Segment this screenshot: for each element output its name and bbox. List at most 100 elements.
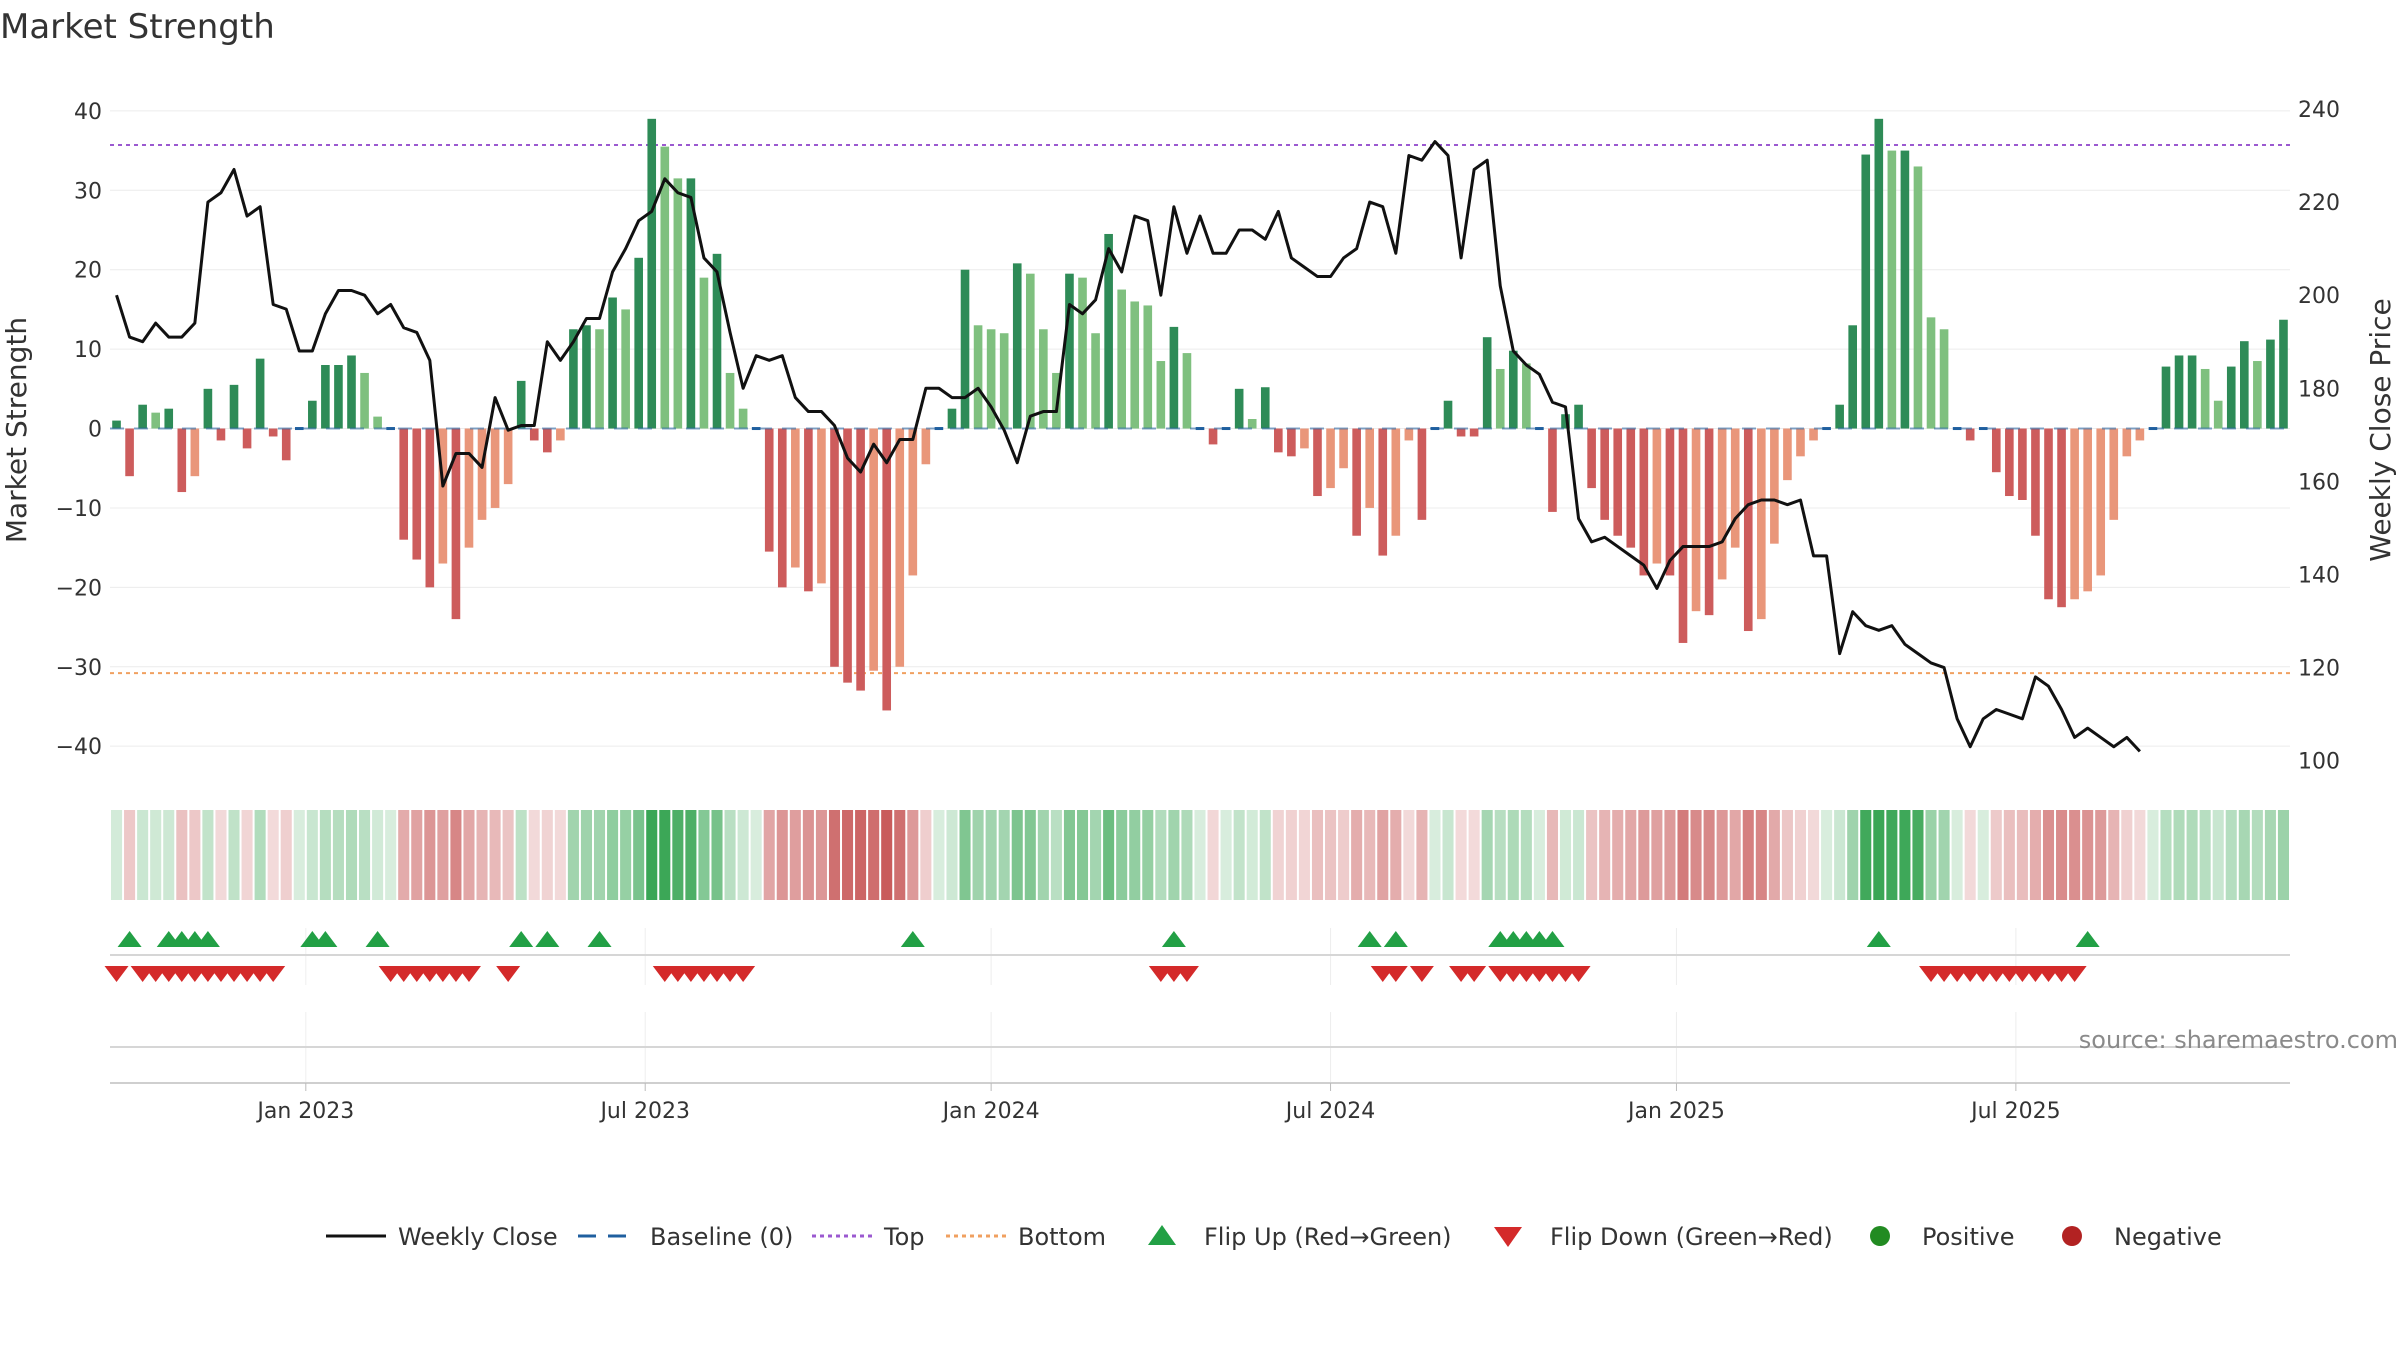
strength-bar [2083, 428, 2092, 592]
strength-bar [2253, 361, 2262, 429]
strength-bar [138, 404, 147, 429]
right-tick-label: 220 [2298, 191, 2340, 216]
heat-cell [2042, 810, 2055, 900]
left-tick-label: 0 [88, 418, 102, 443]
heat-cell [2108, 810, 2120, 900]
strength-bar [582, 325, 591, 429]
flip-up-marker [900, 931, 925, 947]
heat-cell [554, 810, 566, 900]
heat-cell [1011, 810, 1023, 900]
heat-cell [1129, 810, 1141, 900]
heat-cell [2069, 810, 2081, 900]
heat-cell [124, 810, 136, 900]
strength-bar [516, 380, 526, 429]
heat-strip [111, 810, 2289, 900]
heat-cell [2134, 810, 2146, 900]
flip-up-marker [195, 931, 220, 947]
strength-bar [1665, 428, 1675, 576]
strength-bar [569, 329, 578, 429]
heat-cell [959, 810, 971, 900]
flip-markers-panel [104, 928, 2290, 985]
heat-cell [1403, 810, 1415, 900]
flip-down-marker [1409, 966, 1434, 982]
heat-cell [2173, 810, 2185, 900]
heat-cell [1311, 810, 1324, 900]
heat-cell [1468, 810, 1480, 900]
heat-cell [646, 810, 658, 900]
strength-bar [308, 400, 317, 429]
x-tick-label: Jan 2025 [1626, 1099, 1725, 1124]
strength-bar [895, 428, 905, 667]
heat-cell [111, 810, 123, 900]
heat-cell [1259, 810, 1271, 900]
strength-bar [1704, 428, 1714, 616]
heat-cell [1573, 810, 1585, 900]
heat-cell [150, 810, 162, 900]
strength-bar [1770, 428, 1779, 544]
heat-cell [1599, 810, 1611, 900]
strength-bar [2005, 428, 2014, 497]
heat-cell [1364, 810, 1376, 900]
heat-cell [1116, 810, 1128, 900]
heat-cell [137, 810, 149, 900]
heat-cell [750, 810, 762, 900]
heat-cell [1285, 810, 1297, 900]
legend-swatch-flip-down [1494, 1227, 1522, 1247]
legend-label: Positive [1922, 1223, 2015, 1251]
dot-panel [110, 1012, 2290, 1084]
legend-label: Flip Down (Green→Red) [1550, 1223, 1833, 1251]
right-tick-label: 100 [2298, 750, 2340, 775]
heat-cell [868, 810, 880, 900]
strength-bar [2018, 428, 2027, 500]
strength-bar [556, 428, 565, 441]
legend-item: Weekly Close [326, 1223, 558, 1251]
strength-bar [2240, 341, 2249, 429]
heat-cell [1429, 810, 1441, 900]
strength-bar [738, 408, 748, 429]
strength-bar [2044, 428, 2053, 600]
strength-bar [2135, 428, 2145, 441]
heat-cell [463, 810, 475, 900]
right-tick-label: 140 [2298, 563, 2340, 588]
flip-down-marker [496, 966, 521, 982]
strength-bar [1130, 301, 1140, 429]
legend-item: Flip Up (Red→Green) [1148, 1223, 1452, 1251]
strength-bar [438, 428, 448, 564]
strength-bar [1091, 333, 1100, 429]
strength-bar [1182, 353, 1192, 429]
heat-cell [815, 810, 827, 900]
strength-bar [1913, 166, 1923, 429]
reference-lines [110, 144, 2290, 675]
strength-bar [1039, 329, 1048, 429]
strength-bar [1208, 428, 1218, 445]
strength-bar [1443, 400, 1453, 429]
heat-cell [411, 810, 423, 900]
strength-bar [1391, 428, 1401, 536]
strength-bar [281, 428, 291, 461]
heat-cell [515, 810, 527, 900]
heat-cell [306, 810, 318, 900]
heat-cell [1442, 810, 1454, 900]
heat-cell [332, 810, 344, 900]
heat-cell [2251, 810, 2263, 900]
heat-cell [1481, 810, 1493, 900]
flip-up-marker [313, 931, 338, 947]
flip-down-marker [2062, 966, 2087, 982]
source-label: source: sharemaestro.com [2079, 1026, 2398, 1054]
flip-up-marker [1357, 931, 1382, 947]
strength-bar [2070, 428, 2079, 600]
strength-bar [1887, 150, 1897, 429]
strength-bar [1691, 428, 1701, 612]
x-tick-label: Jan 2024 [941, 1099, 1040, 1124]
heat-cell [1677, 810, 1689, 900]
strength-bar [1991, 428, 2001, 473]
strength-bar [973, 325, 983, 429]
heat-cell [2160, 810, 2172, 900]
strength-bar [2096, 428, 2106, 576]
strength-bar [1574, 404, 1583, 429]
strength-bar [112, 420, 121, 429]
heat-cell [359, 810, 371, 900]
strength-bar [1169, 326, 1179, 429]
heat-cell [1351, 810, 1363, 900]
